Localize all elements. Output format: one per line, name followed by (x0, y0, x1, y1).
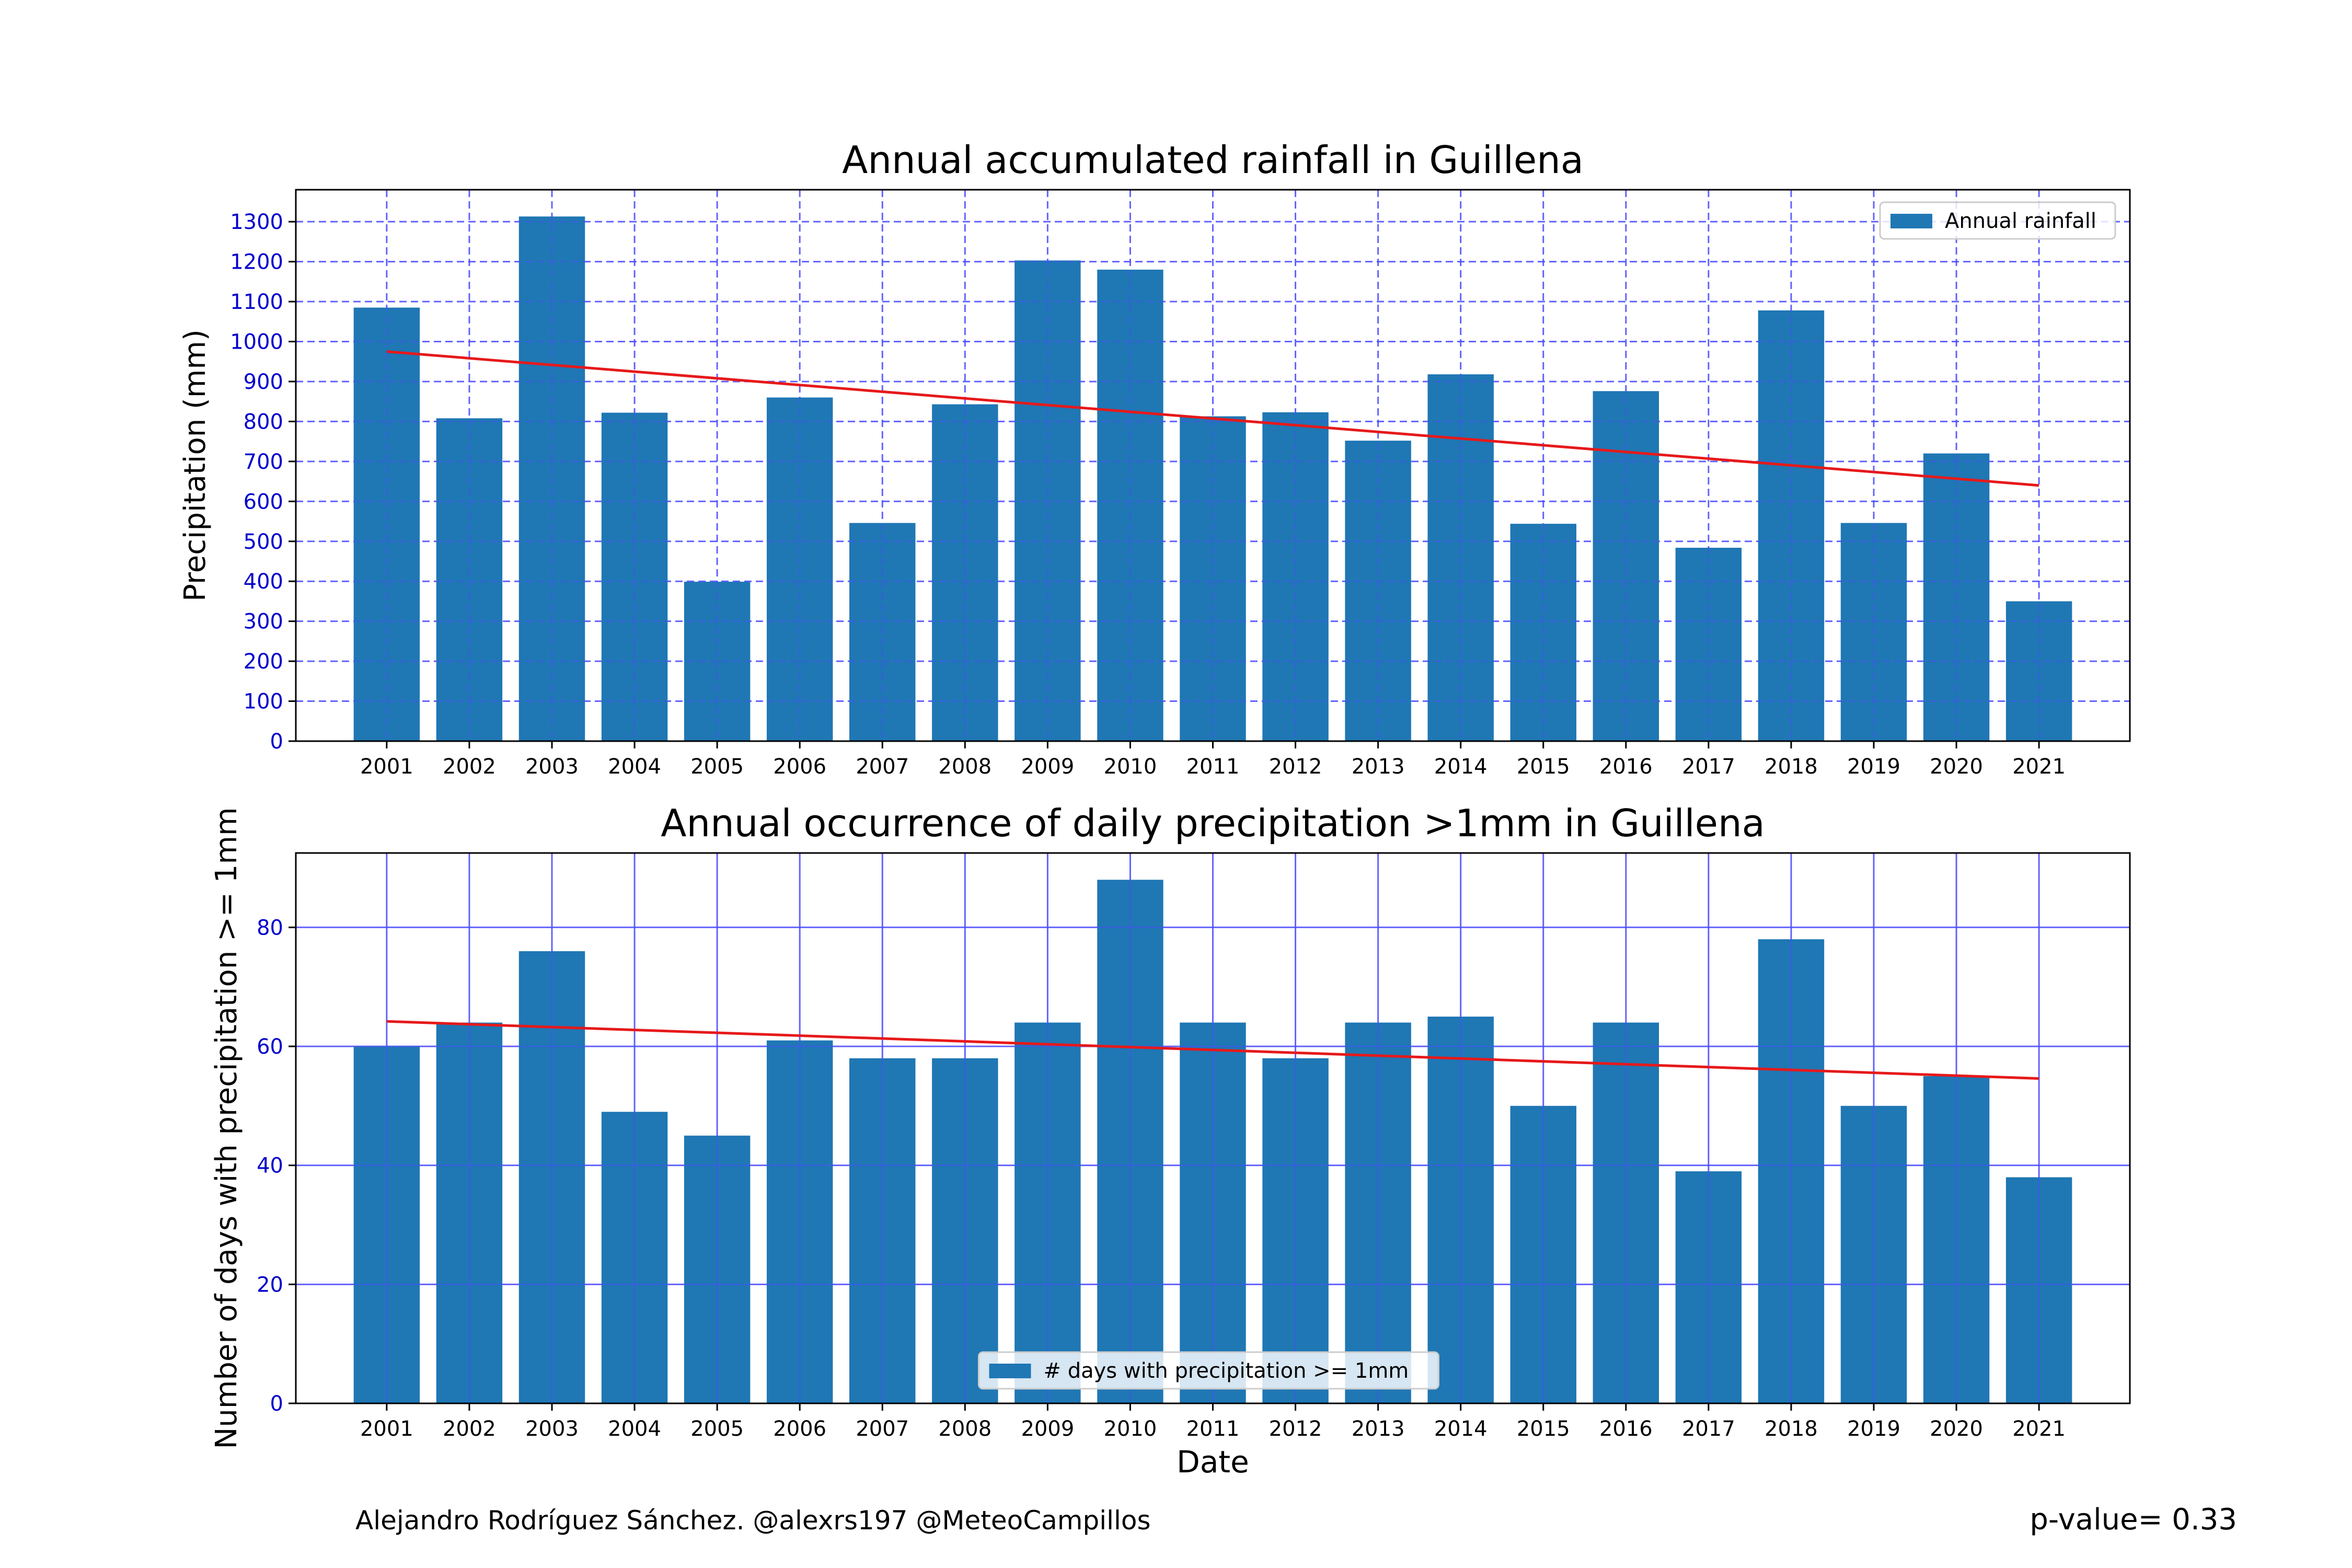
y-tick-label: 0 (270, 730, 283, 754)
x-tick-label: 2021 (2012, 755, 2066, 779)
bar-2021 (2005, 601, 2072, 741)
x-tick-label: 2019 (1847, 1417, 1900, 1441)
x-tick-label: 2005 (690, 755, 744, 779)
x-tick-label: 2015 (1517, 755, 1570, 779)
x-tick-label: 2008 (938, 755, 991, 779)
y-tick-label: 40 (257, 1154, 283, 1178)
y-tick-label: 500 (244, 530, 283, 554)
x-tick-label: 2015 (1517, 1417, 1570, 1441)
y-tick-label: 600 (244, 490, 283, 514)
author-credit: Alejandro Rodríguez Sánchez. @alexrs197 … (355, 1505, 1151, 1536)
x-tick-label: 2014 (1434, 1417, 1488, 1441)
x-tick-label: 2019 (1847, 755, 1900, 779)
plot-frame (295, 852, 2131, 1404)
x-axis-label: Date (1177, 1444, 1249, 1480)
x-tick-label: 2013 (1352, 1417, 1405, 1441)
y-tick-label: 700 (244, 450, 283, 474)
legend-label: Annual rainfall (1945, 209, 2096, 233)
y-axis-label: Precipitation (mm) (178, 329, 212, 602)
y-tick-label: 300 (244, 610, 283, 634)
x-tick-label: 2005 (690, 1417, 744, 1441)
x-tick-label: 2002 (443, 755, 496, 779)
legend-swatch (1890, 214, 1932, 228)
legend-swatch (989, 1364, 1031, 1378)
bar-2012 (1262, 412, 1329, 741)
x-tick-label: 2018 (1765, 1417, 1818, 1441)
y-tick-label: 200 (244, 650, 283, 674)
x-tick-label: 2017 (1682, 1417, 1735, 1441)
x-tick-label: 2010 (1104, 1417, 1157, 1441)
rain-days-chart: Annual occurrence of daily precipitation… (210, 801, 2131, 1480)
bar-2011 (1180, 416, 1246, 741)
legend-label: # days with precipitation >= 1mm (1044, 1359, 1409, 1383)
y-tick-label: 1100 (230, 290, 283, 314)
x-tick-label: 2016 (1599, 1417, 1653, 1441)
y-tick-label: 800 (244, 410, 283, 434)
x-tick-label: 2020 (1930, 755, 1983, 779)
x-tick-label: 2009 (1021, 1417, 1074, 1441)
y-tick-label: 900 (244, 370, 283, 394)
x-tick-label: 2002 (443, 1417, 496, 1441)
legend-box (1879, 201, 2116, 240)
y-tick-label: 100 (244, 690, 283, 714)
x-tick-label: 2004 (608, 1417, 661, 1441)
p-value-label: p-value= 0.33 (2030, 1503, 2237, 1537)
trend-line (386, 350, 2039, 487)
chart-title: Annual occurrence of daily precipitation… (661, 801, 1765, 845)
x-tick-label: 2004 (608, 755, 661, 779)
x-tick-label: 2011 (1186, 1417, 1240, 1441)
x-tick-label: 2006 (773, 755, 826, 779)
x-tick-label: 2007 (856, 1417, 909, 1441)
x-tick-label: 2007 (856, 755, 909, 779)
x-tick-label: 2003 (525, 755, 579, 779)
x-tick-label: 2016 (1599, 755, 1653, 779)
x-tick-label: 2012 (1269, 755, 1322, 779)
x-tick-label: 2013 (1352, 755, 1405, 779)
y-tick-label: 80 (257, 916, 283, 940)
chart-title: Annual accumulated rainfall in Guillena (842, 138, 1584, 182)
y-tick-label: 1300 (230, 210, 283, 234)
x-tick-label: 2003 (525, 1417, 579, 1441)
x-tick-label: 2018 (1765, 755, 1818, 779)
x-tick-label: 2017 (1682, 755, 1735, 779)
x-tick-label: 2010 (1104, 755, 1157, 779)
x-tick-label: 2006 (773, 1417, 826, 1441)
trend-line (386, 1020, 2039, 1080)
x-tick-label: 2014 (1434, 755, 1488, 779)
y-tick-label: 20 (257, 1273, 283, 1297)
y-axis-label: Number of days with precipitation >= 1mm (210, 807, 244, 1449)
x-tick-label: 2021 (2012, 1417, 2066, 1441)
y-tick-label: 0 (270, 1392, 283, 1416)
x-tick-label: 2008 (938, 1417, 991, 1441)
x-tick-label: 2011 (1186, 755, 1240, 779)
x-tick-label: 2020 (1930, 1417, 1983, 1441)
rainfall-chart: Annual accumulated rainfall in Guillena 0… (178, 138, 2131, 779)
y-tick-label: 400 (244, 570, 283, 594)
x-tick-label: 2012 (1269, 1417, 1322, 1441)
y-tick-label: 1200 (230, 250, 283, 274)
x-tick-label: 2009 (1021, 755, 1074, 779)
x-tick-label: 2001 (360, 755, 413, 779)
x-tick-label: 2001 (360, 1417, 413, 1441)
y-tick-label: 60 (257, 1035, 283, 1059)
legend-box (978, 1351, 1439, 1390)
y-tick-label: 1000 (230, 330, 283, 354)
plot-frame (295, 189, 2131, 742)
